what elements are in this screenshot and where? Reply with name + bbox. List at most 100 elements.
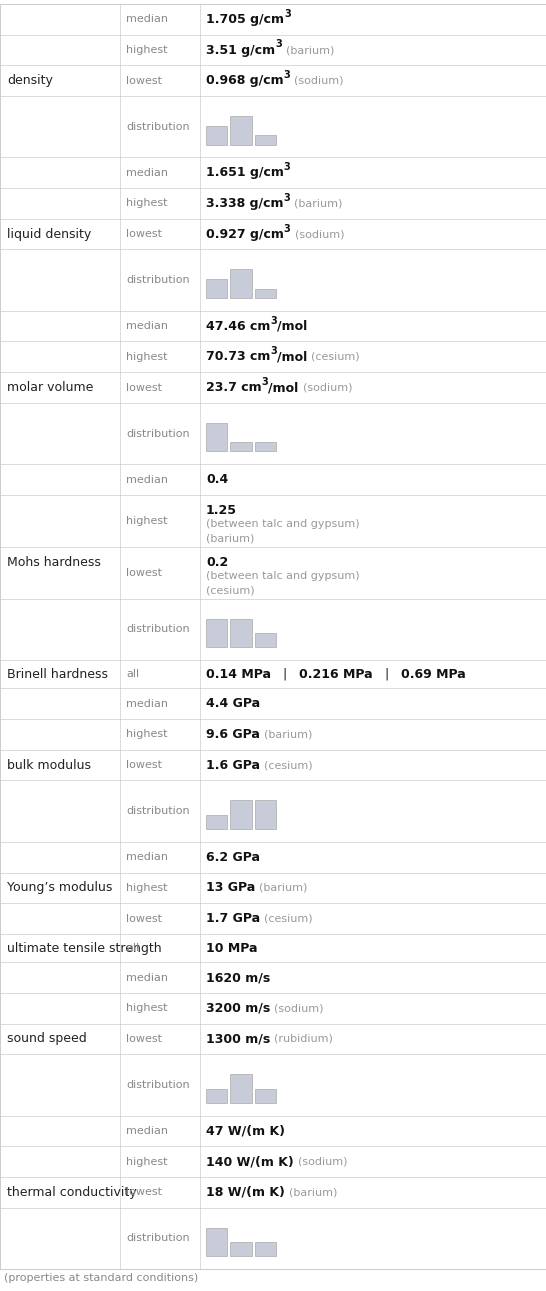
Bar: [206, 125, 227, 145]
Text: lowest: lowest: [126, 568, 162, 578]
Text: median: median: [126, 972, 168, 982]
Text: /mol: /mol: [277, 350, 307, 363]
Text: 13 GPa: 13 GPa: [206, 882, 255, 895]
Text: 10 MPa: 10 MPa: [206, 941, 258, 954]
Text: median: median: [126, 321, 168, 332]
Bar: [230, 442, 252, 452]
Bar: [206, 618, 227, 647]
Text: 0.14 MPa: 0.14 MPa: [206, 667, 271, 680]
Text: /mol: /mol: [277, 320, 307, 333]
Text: 23.7 cm: 23.7 cm: [206, 381, 262, 394]
Text: (sodium): (sodium): [298, 1157, 347, 1167]
Text: |: |: [373, 667, 401, 680]
Text: 1.7 GPa: 1.7 GPa: [206, 911, 260, 926]
Text: 0.216 MPa: 0.216 MPa: [299, 667, 373, 680]
Text: 47.46 cm: 47.46 cm: [206, 320, 270, 333]
Text: distribution: distribution: [126, 121, 189, 132]
Text: 3: 3: [283, 192, 290, 203]
Text: (barium): (barium): [259, 883, 307, 893]
Text: highest: highest: [126, 516, 168, 525]
Text: (cesium): (cesium): [311, 352, 360, 361]
Text: Brinell hardness: Brinell hardness: [7, 667, 108, 680]
Text: 3: 3: [262, 377, 269, 387]
Text: (barium): (barium): [289, 1188, 337, 1197]
Text: (sodium): (sodium): [295, 229, 344, 239]
Text: highest: highest: [126, 45, 168, 56]
Text: (properties at standard conditions): (properties at standard conditions): [4, 1273, 198, 1283]
Text: 0.927 g/cm: 0.927 g/cm: [206, 227, 284, 240]
Text: highest: highest: [126, 1003, 168, 1013]
Bar: [206, 1088, 227, 1103]
Text: lowest: lowest: [126, 914, 162, 923]
Text: (sodium): (sodium): [294, 76, 344, 85]
Text: |: |: [271, 667, 299, 680]
Text: all: all: [126, 669, 139, 679]
Bar: [254, 1242, 276, 1256]
Text: all: all: [126, 942, 139, 953]
Text: 6.2 GPa: 6.2 GPa: [206, 851, 260, 864]
Text: 3.51 g/cm: 3.51 g/cm: [206, 44, 275, 57]
Text: (cesium): (cesium): [264, 760, 313, 771]
Text: lowest: lowest: [126, 1188, 162, 1197]
Text: 3: 3: [284, 9, 291, 19]
Text: highest: highest: [126, 883, 168, 893]
Text: (between talc and gypsum): (between talc and gypsum): [206, 571, 360, 581]
Text: 3: 3: [275, 40, 282, 49]
Text: (barium): (barium): [206, 533, 254, 544]
Text: distribution: distribution: [126, 625, 189, 634]
Text: molar volume: molar volume: [7, 381, 93, 394]
Text: (cesium): (cesium): [206, 585, 254, 595]
Text: lowest: lowest: [126, 382, 162, 392]
Text: /mol: /mol: [269, 381, 299, 394]
Text: thermal conductivity: thermal conductivity: [7, 1186, 136, 1199]
Text: ultimate tensile strength: ultimate tensile strength: [7, 941, 162, 954]
Text: distribution: distribution: [126, 1079, 189, 1090]
Text: median: median: [126, 475, 168, 484]
Bar: [230, 1074, 252, 1103]
Bar: [206, 422, 227, 452]
Text: 1.6 GPa: 1.6 GPa: [206, 759, 260, 772]
Text: highest: highest: [126, 199, 168, 208]
Text: 0.968 g/cm: 0.968 g/cm: [206, 74, 283, 88]
Text: 1620 m/s: 1620 m/s: [206, 971, 270, 984]
Bar: [206, 279, 227, 298]
Text: median: median: [126, 852, 168, 862]
Text: sound speed: sound speed: [7, 1033, 87, 1046]
Bar: [230, 1242, 252, 1256]
Text: 140 W/(m K): 140 W/(m K): [206, 1155, 294, 1168]
Text: distribution: distribution: [126, 275, 189, 285]
Text: 0.2: 0.2: [206, 555, 228, 569]
Bar: [206, 1228, 227, 1256]
Text: 3.338 g/cm: 3.338 g/cm: [206, 198, 283, 210]
Text: 3: 3: [284, 223, 290, 234]
Text: distribution: distribution: [126, 429, 189, 439]
Bar: [206, 815, 227, 829]
Text: liquid density: liquid density: [7, 227, 91, 240]
Text: 3: 3: [270, 315, 277, 325]
Text: (between talc and gypsum): (between talc and gypsum): [206, 519, 360, 528]
Text: distribution: distribution: [126, 1233, 189, 1243]
Text: 3: 3: [283, 70, 290, 80]
Bar: [230, 116, 252, 145]
Text: 0.69 MPa: 0.69 MPa: [401, 667, 466, 680]
Text: lowest: lowest: [126, 76, 162, 85]
Text: (barium): (barium): [264, 729, 312, 740]
Text: (cesium): (cesium): [264, 914, 313, 923]
Text: lowest: lowest: [126, 229, 162, 239]
Bar: [230, 270, 252, 298]
Bar: [254, 442, 276, 452]
Text: distribution: distribution: [126, 806, 189, 816]
Text: 1.651 g/cm: 1.651 g/cm: [206, 167, 284, 179]
Bar: [230, 618, 252, 647]
Text: (sodium): (sodium): [274, 1003, 324, 1013]
Text: 4.4 GPa: 4.4 GPa: [206, 697, 260, 710]
Text: 1.25: 1.25: [206, 503, 237, 516]
Text: Young’s modulus: Young’s modulus: [7, 882, 112, 895]
Text: 18 W/(m K): 18 W/(m K): [206, 1186, 285, 1199]
Text: median: median: [126, 1126, 168, 1136]
Text: (barium): (barium): [294, 199, 343, 208]
Bar: [230, 800, 252, 829]
Text: (rubidium): (rubidium): [274, 1034, 333, 1044]
Text: 3: 3: [284, 163, 290, 172]
Bar: [254, 633, 276, 647]
